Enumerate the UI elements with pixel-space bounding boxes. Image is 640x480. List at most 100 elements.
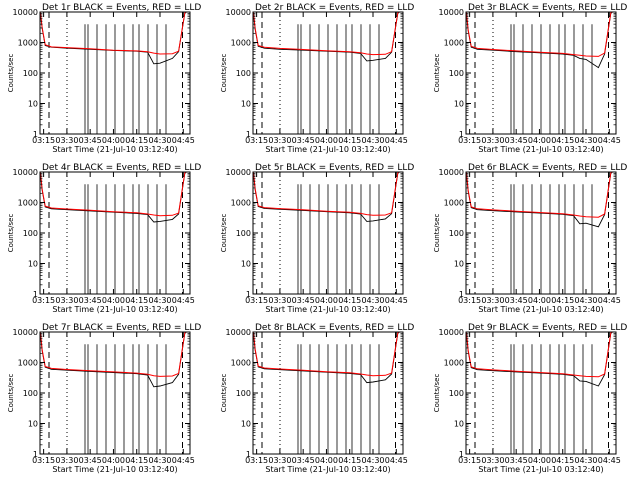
y-tick-label: 1000 [444, 359, 464, 368]
x-tick-label: 03:15 [245, 296, 268, 305]
x-tick-label: 03:45 [292, 456, 315, 465]
x-tick-label: 03:30 [481, 136, 504, 145]
x-tick-label: 04:00 [528, 296, 551, 305]
x-tick-label: 03:45 [505, 296, 528, 305]
x-tick-label: 04:30 [574, 136, 597, 145]
x-tick-label: 04:30 [148, 296, 171, 305]
x-tick-label: 03:15 [32, 456, 55, 465]
x-tick-label: 03:15 [245, 456, 268, 465]
x-tick-label: 04:30 [361, 296, 384, 305]
y-tick-label: 10000 [226, 328, 251, 337]
chart-panel-8: Det 8r BLACK = Events, RED = LLD 1 10 100 10… [220, 323, 414, 474]
x-tick-label: 04:00 [528, 136, 551, 145]
y-tick-label: 10 [454, 100, 464, 109]
x-tick-label: 03:30 [55, 296, 78, 305]
events-series-line [253, 171, 400, 222]
y-axis-label: Counts/sec [7, 214, 15, 253]
lld-series-line [40, 331, 187, 377]
y-tick-label: 1000 [18, 359, 38, 368]
y-axis-label: Counts/sec [220, 214, 228, 253]
chart-panel-5: Det 5r BLACK = Events, RED = LLD 1 10 100 10… [220, 163, 414, 314]
y-tick-label: 100 [449, 389, 464, 398]
lld-series-line [40, 171, 187, 217]
y-tick-label: 1 [459, 450, 464, 459]
chart-title: Det 7r BLACK = Events, RED = LLD [42, 323, 201, 333]
x-tick-label: 03:45 [505, 136, 528, 145]
y-tick-label: 100 [23, 389, 38, 398]
x-axis-label: Start Time (21-Jul-10 03:12:40) [265, 305, 390, 314]
y-tick-label: 10000 [13, 8, 38, 17]
events-series-line [466, 171, 613, 228]
x-tick-label: 03:30 [268, 296, 291, 305]
lld-series-line [253, 11, 400, 56]
x-tick-label: 03:30 [55, 456, 78, 465]
y-tick-label: 1000 [231, 199, 251, 208]
y-tick-label: 1000 [231, 39, 251, 48]
x-tick-label: 04:00 [528, 456, 551, 465]
x-tick-label: 03:45 [79, 296, 102, 305]
y-tick-label: 10 [241, 420, 251, 429]
x-tick-label: 03:15 [245, 136, 268, 145]
y-tick-label: 1 [459, 130, 464, 139]
chart-title: Det 2r BLACK = Events, RED = LLD [255, 3, 414, 13]
lld-series-line [40, 11, 187, 55]
y-tick-label: 10 [28, 260, 38, 269]
y-tick-label: 1 [246, 450, 251, 459]
x-tick-label: 04:45 [172, 456, 195, 465]
events-series-line [253, 331, 400, 384]
y-tick-label: 1000 [18, 39, 38, 48]
x-tick-label: 03:30 [268, 136, 291, 145]
y-tick-label: 1000 [444, 39, 464, 48]
y-tick-label: 1 [246, 130, 251, 139]
x-tick-label: 04:00 [315, 136, 338, 145]
y-tick-label: 100 [449, 229, 464, 238]
y-tick-label: 10000 [226, 8, 251, 17]
y-axis-label: Counts/sec [433, 214, 441, 253]
x-tick-label: 04:15 [338, 456, 361, 465]
x-tick-label: 04:00 [102, 296, 125, 305]
events-series-line [40, 11, 187, 65]
y-tick-label: 10000 [13, 168, 38, 177]
x-tick-label: 03:15 [458, 296, 481, 305]
x-tick-label: 03:15 [32, 296, 55, 305]
x-axis-label: Start Time (21-Jul-10 03:12:40) [52, 465, 177, 474]
y-tick-label: 100 [236, 69, 251, 78]
y-tick-label: 1 [33, 130, 38, 139]
x-tick-label: 03:30 [481, 456, 504, 465]
y-tick-label: 10 [241, 260, 251, 269]
x-tick-label: 04:15 [338, 296, 361, 305]
x-tick-label: 04:15 [125, 456, 148, 465]
y-tick-label: 10 [241, 100, 251, 109]
y-tick-label: 10000 [13, 328, 38, 337]
y-tick-label: 1 [459, 290, 464, 299]
chart-panel-6: Det 6r BLACK = Events, RED = LLD 1 10 100 10… [433, 163, 627, 314]
y-axis-label: Counts/sec [7, 374, 15, 413]
y-tick-label: 1000 [18, 199, 38, 208]
x-tick-label: 04:45 [598, 136, 621, 145]
x-tick-label: 03:15 [458, 136, 481, 145]
x-tick-label: 04:45 [172, 136, 195, 145]
y-tick-label: 10000 [439, 8, 464, 17]
x-axis-label: Start Time (21-Jul-10 03:12:40) [478, 465, 603, 474]
events-series-line [40, 171, 187, 223]
y-tick-label: 1 [33, 290, 38, 299]
y-axis-label: Counts/sec [433, 374, 441, 413]
y-tick-label: 100 [449, 69, 464, 78]
lld-series-line [466, 171, 613, 218]
y-axis-label: Counts/sec [433, 54, 441, 93]
x-tick-label: 04:30 [148, 136, 171, 145]
x-tick-label: 04:30 [574, 456, 597, 465]
y-tick-label: 100 [23, 229, 38, 238]
x-tick-label: 03:45 [79, 136, 102, 145]
x-tick-label: 03:45 [292, 136, 315, 145]
chart-title: Det 9r BLACK = Events, RED = LLD [468, 323, 627, 333]
chart-title: Det 8r BLACK = Events, RED = LLD [255, 323, 414, 333]
y-tick-label: 100 [236, 229, 251, 238]
x-tick-label: 04:45 [598, 296, 621, 305]
y-tick-label: 10 [454, 420, 464, 429]
x-tick-label: 04:15 [551, 136, 574, 145]
x-tick-label: 04:45 [385, 296, 408, 305]
y-tick-label: 10 [28, 420, 38, 429]
x-tick-label: 03:30 [55, 136, 78, 145]
